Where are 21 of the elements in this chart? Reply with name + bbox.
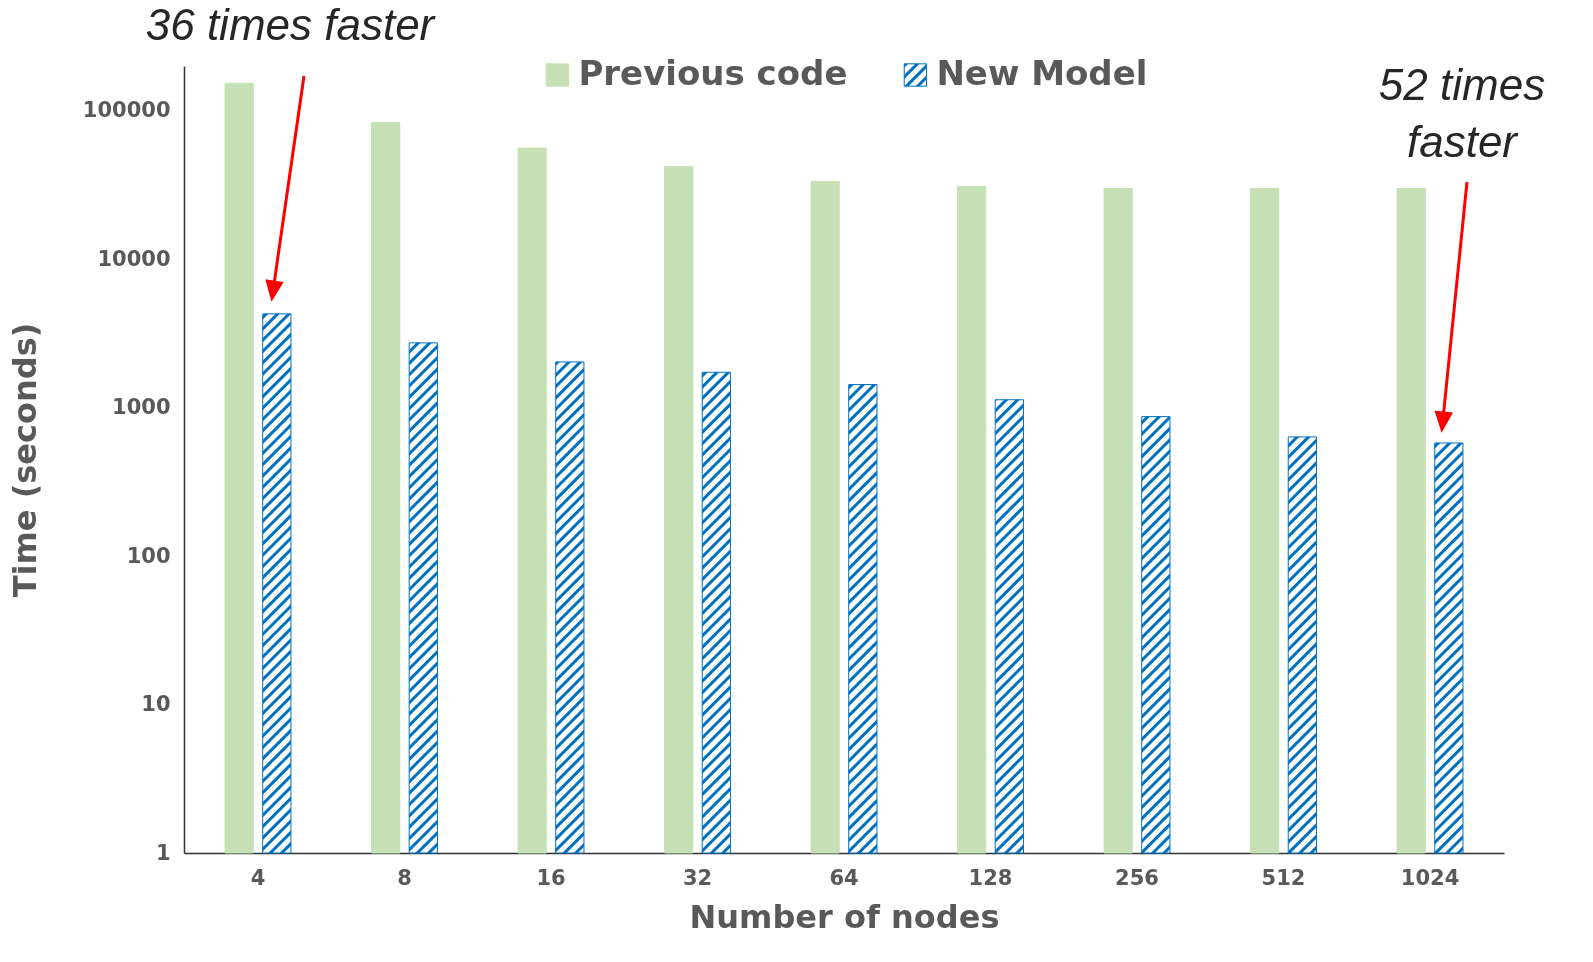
x-tick-label: 16 bbox=[536, 865, 566, 890]
annotation: 52 times faster bbox=[1378, 60, 1546, 166]
legend-label: New Model bbox=[936, 53, 1148, 93]
y-tick-label: 1 bbox=[155, 840, 171, 865]
text: 36 times faster bbox=[145, 0, 437, 49]
y-tick-label: 100 bbox=[126, 543, 171, 568]
x-tick-label: 64 bbox=[829, 865, 859, 890]
x-tick-label: 512 bbox=[1261, 865, 1306, 890]
y-tick-label: 10000 bbox=[97, 246, 171, 271]
y-tick-label: 10 bbox=[141, 692, 171, 717]
x-tick-label: 256 bbox=[1115, 865, 1159, 890]
x-tick-label: 128 bbox=[968, 865, 1013, 890]
x-axis-title: Number of nodes bbox=[689, 897, 1000, 936]
x-tick-label: 1024 bbox=[1400, 865, 1460, 890]
y-tick-label: 100000 bbox=[82, 98, 171, 123]
y-tick-label: 1000 bbox=[112, 395, 171, 420]
x-tick-label: 32 bbox=[682, 865, 713, 890]
x-tick-label: 4 bbox=[250, 865, 266, 890]
y-axis-title: Time (seconds) bbox=[5, 322, 44, 598]
x-tick-label: 8 bbox=[397, 865, 412, 890]
legend-label: Previous code bbox=[578, 53, 848, 93]
